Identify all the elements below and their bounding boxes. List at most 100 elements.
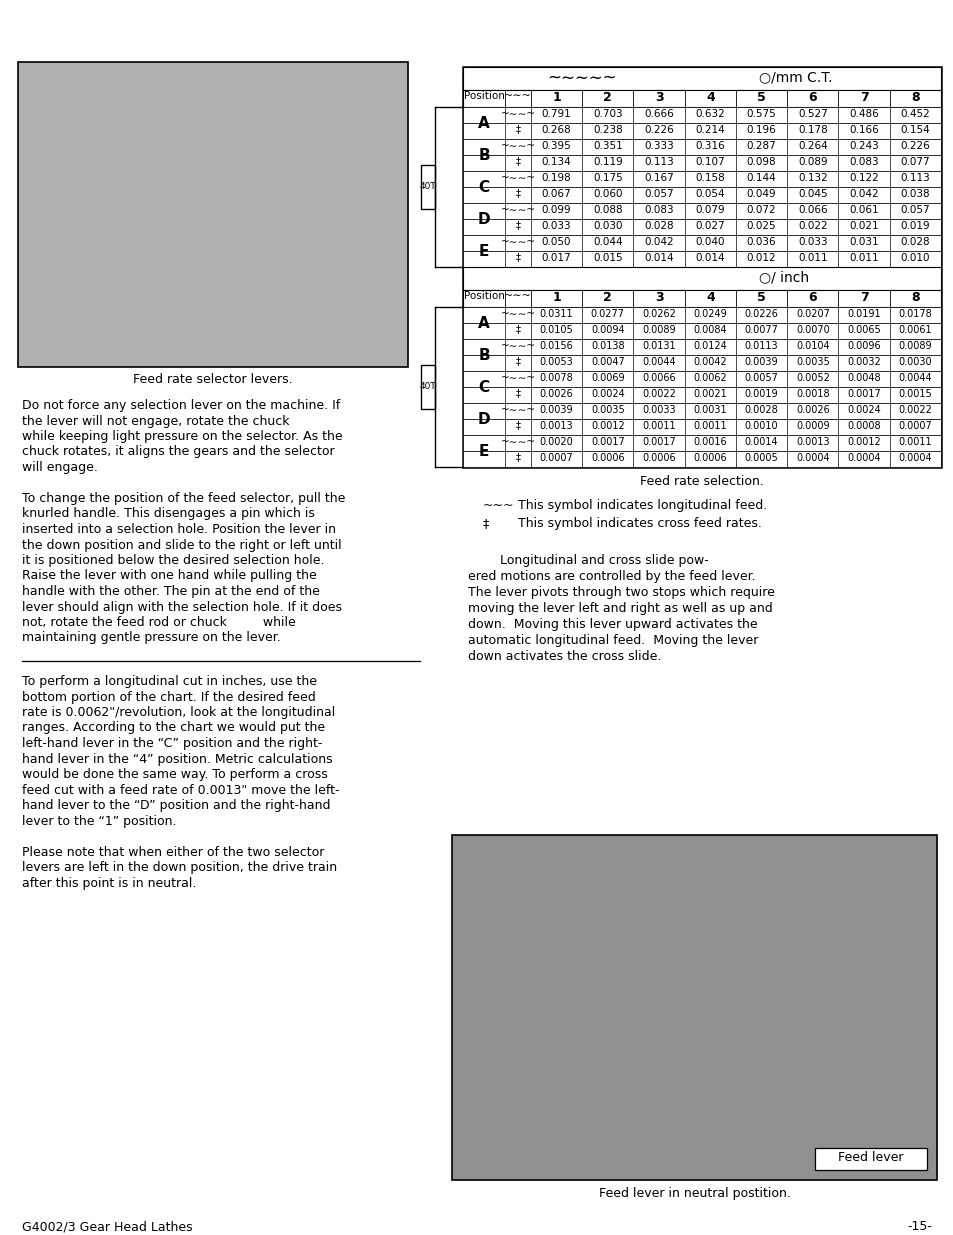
Text: levers are left in the down position, the drive train: levers are left in the down position, th… [22,861,336,874]
Text: 0.054: 0.054 [695,189,724,199]
Text: 0.028: 0.028 [643,221,673,231]
Text: 2: 2 [603,291,612,304]
Text: Feed rate selector levers.: Feed rate selector levers. [133,373,293,387]
Text: 0.0226: 0.0226 [744,309,778,319]
Text: 0.014: 0.014 [643,253,673,263]
Text: C: C [478,179,489,194]
Bar [462,338,940,354]
Text: 0.0015: 0.0015 [898,389,931,399]
Text: 0.214: 0.214 [695,125,724,135]
Text: 0.243: 0.243 [848,141,878,151]
Text: 0.238: 0.238 [593,125,622,135]
Text: Feed rate selection.: Feed rate selection. [639,475,763,488]
Text: after this point is in neutral.: after this point is in neutral. [22,877,196,889]
Text: 0.099: 0.099 [541,205,571,215]
Text: 0.0078: 0.0078 [539,373,573,383]
Text: 0.122: 0.122 [848,173,878,183]
Text: 0.316: 0.316 [695,141,724,151]
Text: ~∼∼~: ~∼∼~ [500,107,535,119]
Text: 0.0057: 0.0057 [744,373,778,383]
Text: ranges. According to the chart we would put the: ranges. According to the chart we would … [22,721,325,735]
Text: To change the position of the feed selector, pull the: To change the position of the feed selec… [22,492,345,505]
Text: 0.014: 0.014 [695,253,724,263]
Text: 0.028: 0.028 [900,237,929,247]
Text: 0.0191: 0.0191 [846,309,880,319]
Text: This symbol indicates longitudinal feed.: This symbol indicates longitudinal feed. [517,499,766,513]
Text: the down position and slide to the right or left until: the down position and slide to the right… [22,538,341,552]
Text: B: B [477,347,489,363]
Text: 0.666: 0.666 [643,109,673,119]
Text: 0.0207: 0.0207 [795,309,829,319]
Text: 0.0105: 0.0105 [539,325,573,335]
Text: 0.333: 0.333 [643,141,673,151]
Bar [462,324,940,338]
Bar [462,235,940,251]
Text: 0.031: 0.031 [848,237,878,247]
Text: 0.0006: 0.0006 [641,453,676,463]
Text: 0.0178: 0.0178 [898,309,931,319]
Bar [452,835,936,1179]
Text: 0.166: 0.166 [848,125,878,135]
Text: ~∼∼~: ~∼∼~ [500,308,535,317]
Text: 0.089: 0.089 [798,157,827,167]
Text: 0.0022: 0.0022 [898,405,931,415]
Bar [420,165,435,209]
Text: 0.0113: 0.0113 [744,341,778,351]
Text: 40T: 40T [419,382,436,391]
Text: 0.0004: 0.0004 [846,453,880,463]
Text: 0.060: 0.060 [593,189,622,199]
Bar [462,156,940,170]
Text: 0.0089: 0.0089 [641,325,676,335]
Text: 0.0094: 0.0094 [591,325,624,335]
Text: 0.040: 0.040 [695,237,724,247]
Bar [462,387,940,403]
Text: 0.0066: 0.0066 [641,373,676,383]
Text: ~∼∼~: ~∼∼~ [500,140,535,149]
Text: 0.083: 0.083 [848,157,878,167]
Text: 0.0012: 0.0012 [846,437,880,447]
Text: 0.0138: 0.0138 [591,341,624,351]
Text: 0.021: 0.021 [848,221,878,231]
Text: 0.154: 0.154 [900,125,929,135]
Text: 0.0018: 0.0018 [795,389,829,399]
Bar [462,140,940,156]
Text: 0.575: 0.575 [746,109,776,119]
Text: 0.0062: 0.0062 [693,373,726,383]
Bar [462,403,940,419]
Text: 0.033: 0.033 [798,237,827,247]
Text: 0.0026: 0.0026 [539,389,573,399]
Bar [462,124,940,140]
Bar [462,90,940,107]
Text: 0.098: 0.098 [746,157,776,167]
Bar [462,290,940,308]
Text: 0.0053: 0.0053 [539,357,573,367]
Text: 0.0016: 0.0016 [693,437,726,447]
Text: ~∼∼~: ~∼∼~ [500,236,535,246]
Text: 0.079: 0.079 [695,205,724,215]
Text: 0.0065: 0.0065 [846,325,880,335]
Text: rate is 0.0062"/revolution, look at the longitudinal: rate is 0.0062"/revolution, look at the … [22,706,335,719]
Text: 0.113: 0.113 [900,173,929,183]
Text: 0.0077: 0.0077 [744,325,778,335]
Bar [462,308,940,324]
Text: 0.351: 0.351 [593,141,622,151]
Text: ~∼~: ~∼~ [482,499,514,513]
Bar [462,203,940,219]
Text: 0.0014: 0.0014 [744,437,778,447]
Text: down.  Moving this lever upward activates the: down. Moving this lever upward activates… [468,618,757,631]
Bar [462,170,940,186]
Text: 0.0013: 0.0013 [795,437,829,447]
Text: 0.0277: 0.0277 [590,309,624,319]
Text: 8: 8 [910,91,919,104]
Text: 0.0047: 0.0047 [590,357,624,367]
Text: 0.0084: 0.0084 [693,325,726,335]
Text: 0.017: 0.017 [541,253,571,263]
Text: 0.0035: 0.0035 [795,357,829,367]
Bar [462,107,940,124]
Text: 0.019: 0.019 [900,221,929,231]
Text: 5: 5 [757,291,765,304]
Text: 0.011: 0.011 [848,253,878,263]
Text: 0.027: 0.027 [695,221,724,231]
Text: 0.0004: 0.0004 [898,453,931,463]
Text: 0.632: 0.632 [695,109,724,119]
